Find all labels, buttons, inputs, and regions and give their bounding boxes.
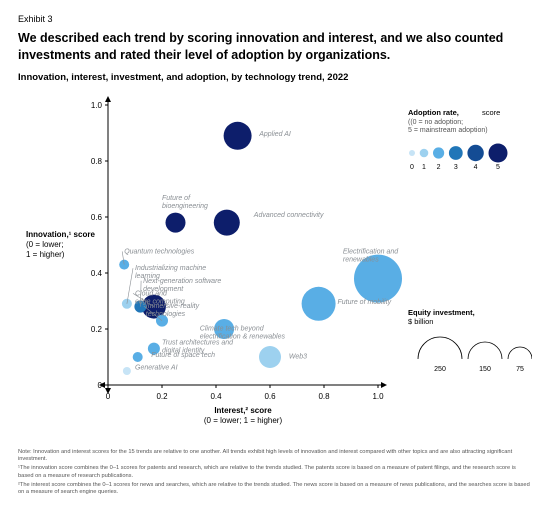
bubble-label: renewables [343,256,379,263]
page: Exhibit 3 We described each trend by sco… [0,0,550,506]
svg-text:Adoption rate,: Adoption rate, [408,108,459,117]
svg-text:3: 3 [454,164,458,171]
svg-text:0: 0 [410,164,414,171]
bubble [123,367,131,375]
svg-text:1 = higher): 1 = higher) [26,250,65,259]
svg-text:75: 75 [516,366,524,373]
bubble-label: bioengineering [162,203,208,210]
bubble [302,287,336,321]
bubble [133,352,143,362]
svg-text:0.8: 0.8 [318,392,330,401]
footnote-line: ¹The innovation score combines the 0–1 s… [18,465,532,480]
bubble-label: Future of space tech [151,352,215,359]
bubble-label: Generative AI [135,364,178,371]
svg-text:0.8: 0.8 [91,157,103,166]
svg-text:0.2: 0.2 [156,392,168,401]
svg-text:Interest,² score: Interest,² score [214,406,272,415]
svg-text:Innovation,¹ score: Innovation,¹ score [26,230,95,239]
svg-text:0.6: 0.6 [264,392,276,401]
bubble [224,122,252,150]
svg-text:(0 = lower; 1 = higher): (0 = lower; 1 = higher) [204,416,283,425]
bubble-label: Trust architectures and [162,339,234,346]
svg-text:5: 5 [496,164,500,171]
bubble-label: Future of [162,195,191,202]
svg-text:Equity investment,: Equity investment, [408,308,475,317]
svg-text:0.4: 0.4 [91,269,103,278]
svg-text:0.2: 0.2 [91,325,103,334]
svg-text:0: 0 [106,392,111,401]
bubble-chart: 0 0.2 0.4 0.6 0.8 1.0 0 0.2 0.4 0.6 0.8 1.0 Interest… [18,87,532,447]
bubble-label: technologies [146,311,186,318]
svg-text:1: 1 [422,164,426,171]
svg-text:1.0: 1.0 [91,101,103,110]
bubble-label: Quantum technologies [124,248,195,255]
footnote-line: Note: Innovation and interest scores for… [18,449,532,464]
bubble-label: Next-generation software [143,278,221,285]
headline: We described each trend by scoring innov… [18,30,532,64]
bubble [214,209,240,235]
bubble-label: Advanced connectivity [253,212,324,219]
bubble-label: Cloud and [135,290,168,297]
bubble [259,346,281,368]
svg-text:1.0: 1.0 [372,392,384,401]
exhibit-label: Exhibit 3 [18,14,532,24]
bubble-label: Electrification and [343,248,399,255]
svg-text:0.6: 0.6 [91,213,103,222]
footnote-line: ²The interest score combines the 0–1 sco… [18,482,532,497]
bubble-label: Immersive-reality [146,303,200,310]
bubble-label: Future of mobility [338,299,392,306]
svg-text:150: 150 [479,366,491,373]
svg-text:2: 2 [437,164,441,171]
footnotes: Note: Innovation and interest scores for… [18,449,532,497]
svg-text:5 = mainstream adoption): 5 = mainstream adoption) [408,127,488,134]
bubble-label: Web3 [289,353,307,360]
svg-text:0: 0 [98,381,103,390]
svg-text:$ billion: $ billion [408,317,433,326]
svg-text:(0 = lower;: (0 = lower; [26,240,64,249]
bubble-label: Industrializing machine [135,265,206,272]
svg-text:((0 = no adoption;: ((0 = no adoption; [408,119,463,126]
bubble-label: Climate tech beyond [200,325,265,332]
svg-text:0.4: 0.4 [210,392,222,401]
chart-svg: 0 0.2 0.4 0.6 0.8 1.0 0 0.2 0.4 0.6 0.8 1.0 Interest… [18,87,532,447]
bubble [166,212,186,232]
bubble-label: Applied AI [258,131,291,138]
svg-text:4: 4 [474,164,478,171]
svg-text:score: score [482,108,500,117]
svg-text:250: 250 [434,366,446,373]
subhead: Innovation, interest, investment, and ad… [18,72,532,83]
